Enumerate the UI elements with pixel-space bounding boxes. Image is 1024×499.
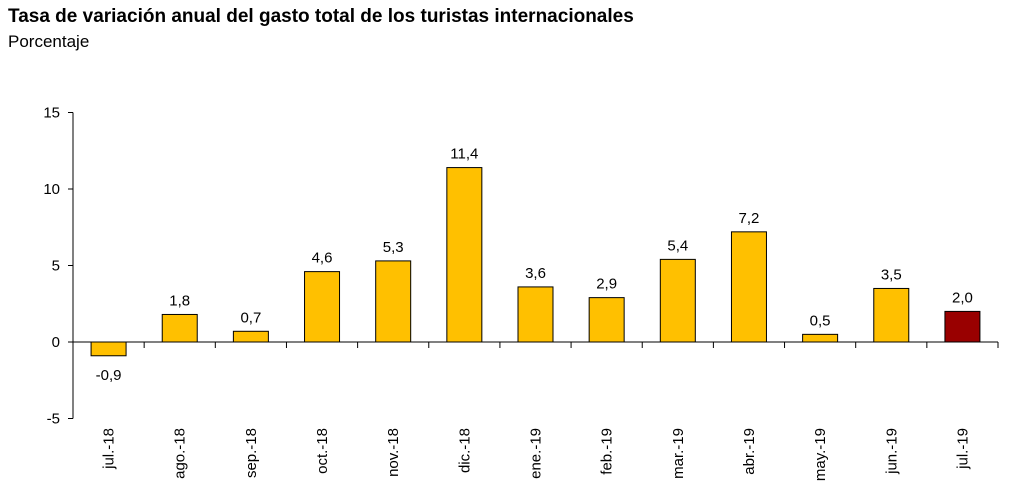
x-tick-label: ene.-19 — [528, 428, 545, 479]
x-tick-label: may.-19 — [812, 428, 829, 481]
bar — [304, 271, 341, 343]
bar — [588, 297, 625, 343]
x-tick-label: feb.-19 — [599, 428, 616, 475]
data-label: 5,3 — [383, 239, 404, 256]
data-label: 5,4 — [667, 237, 688, 254]
data-label: 7,2 — [739, 210, 760, 227]
x-tick-label: mar.-19 — [670, 428, 687, 479]
y-tick-label: 5 — [52, 258, 60, 275]
x-tick-label: nov.-18 — [385, 428, 402, 477]
bar — [446, 167, 483, 343]
bar — [90, 341, 127, 357]
data-label: 2,0 — [952, 289, 973, 306]
data-label: 1,8 — [169, 292, 190, 309]
x-tick-label: jun.-19 — [883, 428, 900, 475]
y-tick-label: 10 — [43, 181, 60, 198]
data-label: 2,9 — [596, 276, 617, 293]
bar — [730, 231, 767, 343]
bar — [232, 330, 269, 343]
bar — [873, 287, 910, 343]
data-label: -0,9 — [96, 367, 122, 384]
data-label: 0,7 — [240, 309, 261, 326]
x-tick-label: jul.-18 — [101, 428, 118, 470]
data-label: 3,6 — [525, 265, 546, 282]
y-tick-label: -5 — [47, 411, 60, 428]
x-tick-label: dic.-18 — [456, 428, 473, 473]
bar — [659, 258, 696, 343]
bar — [161, 313, 198, 343]
x-tick-label: jul.-19 — [954, 428, 971, 470]
x-tick-label: sep.-18 — [243, 428, 260, 478]
data-label: 4,6 — [312, 250, 333, 267]
y-tick-label: 0 — [52, 334, 60, 351]
bar — [517, 286, 554, 343]
bar — [375, 260, 412, 343]
bar — [944, 310, 981, 343]
chart-subtitle: Porcentaje — [8, 32, 90, 51]
x-tick-label: abr.-19 — [741, 428, 758, 475]
x-tick-label: oct.-18 — [314, 428, 331, 474]
data-label: 0,5 — [810, 312, 831, 329]
data-label: 11,4 — [450, 146, 478, 163]
y-tick-label: 15 — [43, 105, 60, 122]
bar — [802, 333, 839, 343]
x-tick-label: ago.-18 — [172, 428, 189, 479]
chart-title: Tasa de variación anual del gasto total … — [8, 6, 634, 27]
data-label: 3,5 — [881, 266, 902, 283]
